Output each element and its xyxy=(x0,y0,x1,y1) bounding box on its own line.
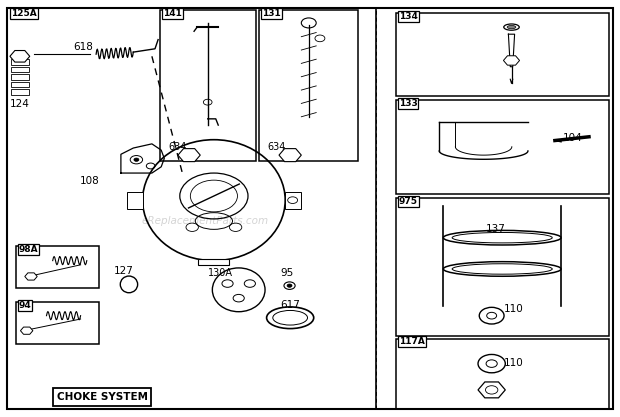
Text: 617: 617 xyxy=(280,300,300,310)
Ellipse shape xyxy=(507,25,516,29)
Bar xyxy=(11,89,29,95)
Bar xyxy=(198,259,229,265)
Text: 137: 137 xyxy=(486,224,506,234)
Text: 141: 141 xyxy=(163,9,182,18)
Text: 110: 110 xyxy=(504,304,524,314)
Text: 975: 975 xyxy=(399,197,418,206)
Text: 108: 108 xyxy=(79,176,99,186)
Bar xyxy=(396,13,609,96)
Bar xyxy=(396,100,609,194)
Bar xyxy=(16,302,99,344)
Text: 95: 95 xyxy=(281,268,294,278)
Bar xyxy=(11,59,29,65)
Text: 134: 134 xyxy=(399,12,417,21)
Bar xyxy=(11,67,29,72)
Bar xyxy=(396,198,609,336)
Bar xyxy=(127,192,143,208)
Circle shape xyxy=(287,284,292,287)
Text: 98A: 98A xyxy=(19,245,38,254)
Text: 125A: 125A xyxy=(11,9,37,18)
Text: 133: 133 xyxy=(399,99,417,108)
Text: 634: 634 xyxy=(268,142,286,152)
Text: 117A: 117A xyxy=(399,337,425,346)
Bar xyxy=(11,82,29,87)
Bar xyxy=(16,246,99,288)
Text: 124: 124 xyxy=(10,99,30,109)
Bar xyxy=(396,339,609,409)
Text: 131: 131 xyxy=(262,9,281,18)
Text: 110: 110 xyxy=(504,358,524,368)
Bar xyxy=(160,10,256,161)
Text: 130A: 130A xyxy=(208,268,232,278)
Bar xyxy=(11,74,29,80)
Bar xyxy=(285,192,301,208)
Text: eReplacementParts.com: eReplacementParts.com xyxy=(141,216,268,226)
Text: 618: 618 xyxy=(73,42,93,52)
Text: 94: 94 xyxy=(19,301,32,310)
Text: CHOKE SYSTEM: CHOKE SYSTEM xyxy=(57,392,148,402)
Bar xyxy=(7,8,376,409)
Circle shape xyxy=(134,158,139,161)
Text: 127: 127 xyxy=(113,266,133,276)
Bar xyxy=(259,10,358,161)
Text: 104: 104 xyxy=(563,133,583,143)
Text: 634: 634 xyxy=(169,142,187,152)
